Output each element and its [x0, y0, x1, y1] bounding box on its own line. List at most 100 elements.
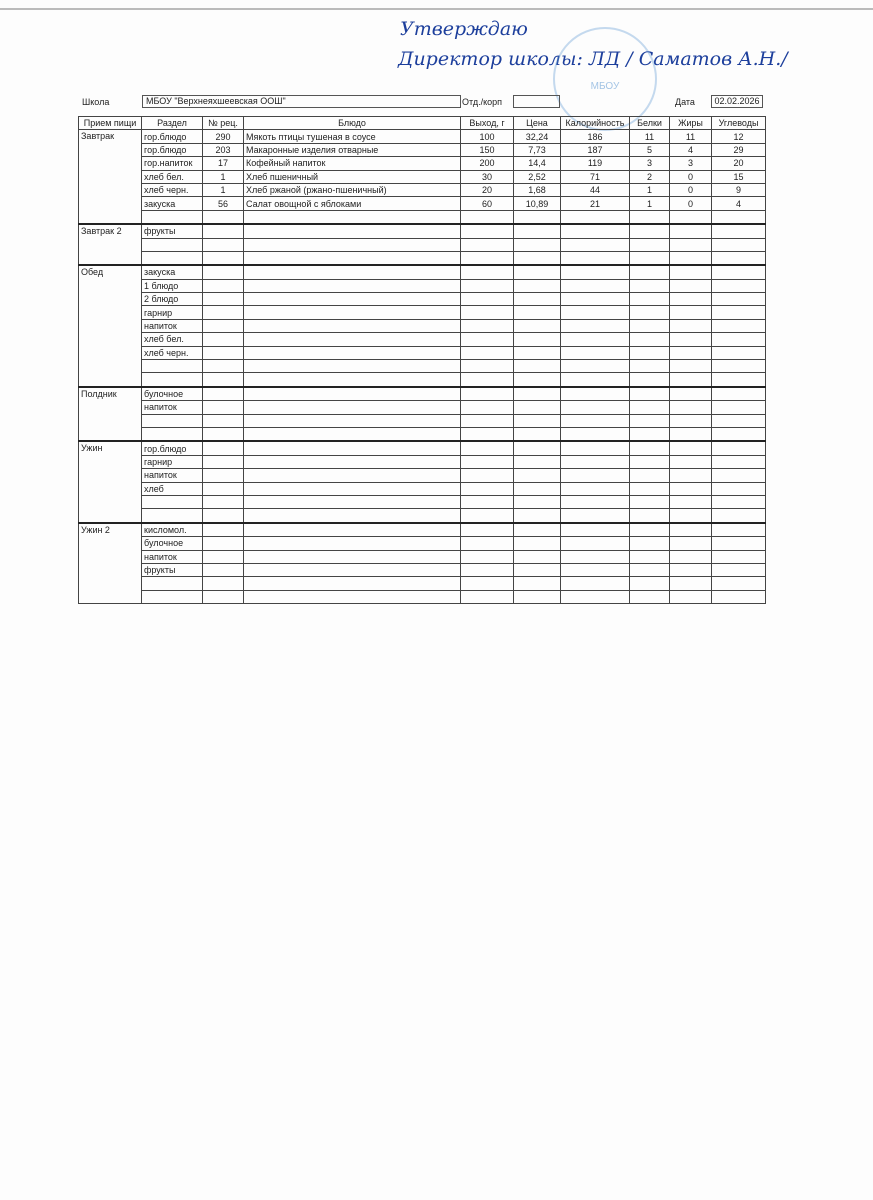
dept-field [513, 95, 560, 108]
table-cell [202, 481, 244, 496]
table-cell [629, 481, 670, 496]
table-cell: 11 [669, 129, 712, 144]
table-cell [560, 413, 630, 428]
table-cell [560, 292, 630, 307]
meal-cell [78, 508, 142, 524]
meal-cell: Завтрак [78, 129, 142, 144]
table-cell: 0 [669, 169, 712, 184]
table-cell [243, 345, 461, 361]
table-cell [243, 494, 461, 510]
table-cell: 1 [629, 182, 670, 198]
table-cell [560, 278, 630, 294]
table-row [78, 250, 766, 266]
table-cell: хлеб бел. [141, 332, 203, 347]
table-cell: Хлеб ржаной (ржано-пшеничный) [243, 182, 461, 198]
table-cell [513, 359, 561, 374]
column-header: Белки [629, 115, 670, 131]
table-cell [711, 426, 766, 442]
table-cell [513, 481, 561, 496]
table-cell: 1 [202, 169, 244, 184]
table-cell [513, 454, 561, 470]
table-cell [560, 332, 630, 347]
table-cell [243, 264, 461, 280]
table-cell [629, 440, 670, 456]
column-header: Выход, г [460, 115, 514, 131]
meal-cell [78, 590, 142, 605]
table-cell [669, 494, 712, 510]
table-cell [629, 318, 670, 334]
table-cell [202, 372, 244, 388]
table-cell [460, 359, 514, 374]
table-cell: гор.блюдо [141, 440, 203, 456]
table-cell [513, 468, 561, 483]
table-cell [202, 305, 244, 320]
table-cell: 1,68 [513, 182, 561, 198]
table-cell [560, 521, 630, 538]
table-cell: закуска [141, 196, 203, 211]
table-cell [141, 209, 203, 225]
header-row: Прием пищи Раздел № рец. Блюдо Выход, г Цена К… [78, 115, 766, 131]
table-cell [202, 426, 244, 442]
table-cell [141, 413, 203, 428]
table-cell [629, 549, 670, 564]
table-cell [629, 454, 670, 470]
table-cell [711, 576, 766, 591]
table-cell [669, 385, 712, 402]
school-field: МБОУ "Верхнеяхшеевская ООШ" [142, 95, 461, 108]
table-cell [560, 209, 630, 225]
table-cell [460, 385, 514, 402]
table-cell [560, 372, 630, 388]
table-cell [202, 468, 244, 483]
table-cell [711, 372, 766, 388]
meal-cell [78, 455, 142, 469]
table-cell: 2 блюдо [141, 292, 203, 307]
table-cell [629, 426, 670, 442]
table-cell [202, 576, 244, 591]
table-cell [669, 209, 712, 225]
table-row [78, 589, 766, 605]
table-cell [629, 589, 670, 605]
column-header: Углеводы [711, 115, 766, 131]
table-cell [513, 250, 561, 266]
table-cell [460, 345, 514, 361]
table-cell [243, 576, 461, 591]
table-cell [560, 508, 630, 524]
meal-cell [78, 170, 142, 184]
table-cell [513, 209, 561, 225]
table-cell [669, 454, 712, 470]
table-cell [202, 318, 244, 334]
table-cell: 32,24 [513, 129, 561, 144]
table-cell [243, 481, 461, 496]
column-header: Блюдо [243, 115, 461, 131]
table-cell [243, 359, 461, 374]
table-cell [711, 318, 766, 334]
meal-cell: Завтрак 2 [78, 223, 142, 239]
table-cell [513, 426, 561, 442]
column-header: Жиры [669, 115, 712, 131]
table-cell [560, 454, 630, 470]
table-cell [669, 589, 712, 605]
table-cell [513, 372, 561, 388]
table-cell [711, 536, 766, 551]
table-cell [202, 440, 244, 456]
meal-cell [78, 346, 142, 360]
meal-cell [78, 372, 142, 388]
table-cell [460, 576, 514, 591]
table-cell [560, 468, 630, 483]
table-cell [460, 413, 514, 428]
table-cell [629, 468, 670, 483]
meal-cell [78, 210, 142, 225]
meal-cell [78, 427, 142, 442]
table-cell [513, 278, 561, 294]
table-cell [669, 264, 712, 280]
table-cell: гор.блюдо [141, 142, 203, 158]
table-cell [513, 440, 561, 456]
meal-cell [78, 305, 142, 320]
table-cell [202, 250, 244, 266]
table-row: фрукты [78, 562, 766, 578]
table-cell [460, 562, 514, 578]
table-cell [460, 508, 514, 524]
table-cell [202, 332, 244, 347]
table-cell: хлеб черн. [141, 182, 203, 198]
table-cell [560, 536, 630, 551]
